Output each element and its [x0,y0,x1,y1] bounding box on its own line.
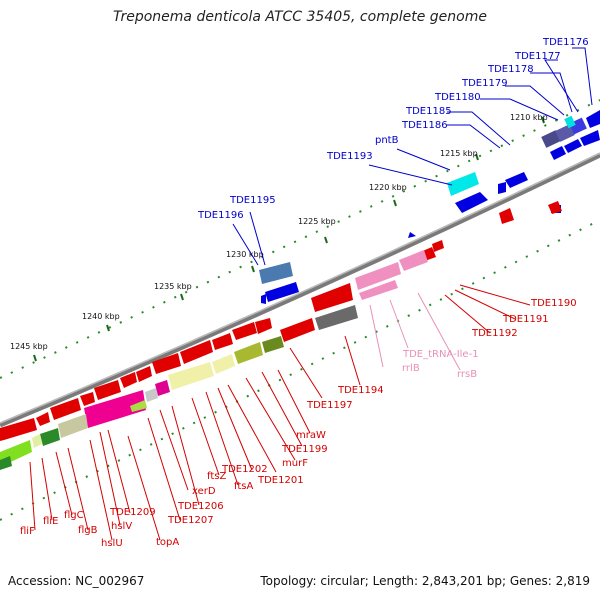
kbp-label-1235: 1235 kbp [154,282,192,291]
gene-label-ftsz: ftsZ [207,471,226,482]
gene-label-flgc: flgC [64,510,84,521]
gene-label-rrlb: rrlB [402,363,420,374]
gene-label-pntb: pntB [375,135,399,146]
gene-label-xerd: xerD [192,486,216,497]
map-title: Treponema denticola ATCC 35405, complete… [113,9,487,25]
gene-label-tde1202: TDE1202 [221,464,268,475]
gene-label-hslu: hslU [101,538,123,549]
accession-text: Accession: NC_002967 [8,574,145,588]
gene-label-flie: fliE [43,516,58,527]
gene-label-tde1197: TDE1197 [306,400,353,411]
kbp-label-1225: 1225 kbp [298,217,336,226]
gene-label-tde1180: TDE1180 [434,92,481,103]
gene-label-rrsb: rrsB [457,369,477,380]
reverse-genes [0,201,562,470]
kbp-label-1220: 1220 kbp [369,183,407,192]
forward-genes [259,110,600,304]
kbp-label-1210: 1210 kbp [510,113,548,122]
gene-label-trna-ile-1: TDE_tRNA-Ile-1 [402,349,479,360]
gene-label-tde1178: TDE1178 [487,64,534,75]
gene-label-tde1196: TDE1196 [197,210,244,221]
rna-leaders [369,292,461,371]
gene-label-tde1192: TDE1192 [471,328,518,339]
gene-label-tde1185: TDE1185 [405,106,452,117]
gene-label-tde1195: TDE1195 [229,195,276,206]
genome-backbone-highlight [0,152,600,424]
gene-label-tde1179: TDE1179 [461,78,508,89]
gene-label-murf: murF [282,458,308,469]
gene-label-tde1186: TDE1186 [401,120,448,131]
kbp-label-1230: 1230 kbp [226,250,264,259]
gene-label-tde1206: TDE1206 [177,501,224,512]
gene-label-tde1190: TDE1190 [530,298,577,309]
gene-label-tde1177: TDE1177 [514,51,561,62]
gene-label-topa: topA [156,537,179,548]
gene-label-tde1209: TDE1209 [109,507,156,518]
kbp-label-1245: 1245 kbp [10,342,48,351]
top-leaders [232,47,593,266]
genome-backbone [0,152,600,428]
gene-label-tde1191: TDE1191 [502,314,549,325]
gene-label-tde1176: TDE1176 [542,37,589,48]
gene-label-ftsa: ftsA [234,481,253,492]
topology-text: Topology: circular; Length: 2,843,201 bp… [260,574,590,588]
gene-label-tde1194: TDE1194 [337,385,384,396]
gene-label-tde1193: TDE1193 [326,151,373,162]
ruler-dotted-line-inner [0,219,600,521]
kbp-label-1240: 1240 kbp [82,312,120,321]
gene-label-hslv: hslV [111,521,132,532]
bottom-labels: TDE1190 TDE1191 TDE1192 rrsB TDE_tRNA-Il… [20,298,577,549]
bottom-leaders [29,284,531,541]
gene-label-tde1201: TDE1201 [257,475,304,486]
gene-label-flif: fliF [20,526,35,537]
kbp-label-1215: 1215 kbp [440,149,478,158]
gene-label-flgb: flgB [78,525,98,536]
top-labels: TDE1176 TDE1177 TDE1178 TDE1179 TDE1180 … [197,37,589,221]
gene-label-tde1207: TDE1207 [167,515,214,526]
gene-label-tde1199: TDE1199 [281,444,328,455]
gene-label-mraw: mraW [296,430,326,441]
kbp-ticks [33,116,545,362]
